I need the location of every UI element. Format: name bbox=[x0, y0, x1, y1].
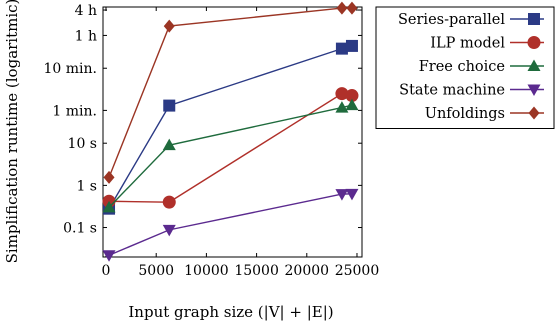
data-point bbox=[163, 19, 175, 33]
data-point bbox=[102, 200, 116, 213]
data-point bbox=[346, 1, 358, 15]
x-tick-label: 0 bbox=[102, 263, 111, 279]
data-point bbox=[345, 39, 358, 52]
x-tick-label: 5000 bbox=[138, 263, 174, 279]
y-tick-label: 0.1 s bbox=[63, 221, 97, 237]
series-free-choice bbox=[102, 98, 359, 213]
data-point bbox=[335, 189, 349, 201]
x-tick-label: 25000 bbox=[335, 263, 380, 279]
x-tick-label: 10000 bbox=[184, 263, 229, 279]
legend-box bbox=[375, 6, 555, 129]
series-line bbox=[108, 104, 353, 208]
data-point bbox=[162, 138, 176, 151]
series-line bbox=[108, 7, 352, 178]
legend-marker bbox=[528, 13, 540, 25]
legend-marker bbox=[527, 59, 541, 71]
data-point bbox=[102, 250, 116, 262]
data-point bbox=[103, 170, 115, 184]
series-line bbox=[108, 193, 352, 256]
data-point bbox=[162, 224, 176, 237]
y-axis-label: Simplification runtime (logaritmic) bbox=[3, 0, 21, 263]
legend-marker bbox=[528, 106, 540, 120]
y-tick-label: 1 h bbox=[75, 28, 97, 44]
legend-label: Unfoldings bbox=[425, 106, 505, 122]
data-point bbox=[162, 195, 176, 209]
data-point bbox=[335, 87, 349, 101]
y-tick-label: 1 s bbox=[76, 178, 97, 194]
legend-label: State machine bbox=[399, 83, 505, 99]
legend-label: Free choice bbox=[419, 59, 505, 75]
legend-label: ILP model bbox=[430, 36, 505, 52]
data-point bbox=[345, 89, 359, 103]
series-state-machine bbox=[102, 188, 359, 262]
x-axis-label: Input graph size (|V| + |E|) bbox=[128, 303, 333, 321]
series-line bbox=[109, 92, 353, 203]
data-point bbox=[335, 42, 348, 55]
y-tick-label: 10 min. bbox=[44, 61, 97, 77]
y-tick-label: 10 s bbox=[68, 136, 97, 152]
x-tick-label: 20000 bbox=[285, 263, 330, 279]
series-series-parallel bbox=[103, 39, 358, 215]
data-point bbox=[336, 1, 348, 15]
legend-marker bbox=[527, 36, 541, 49]
data-point bbox=[345, 98, 359, 111]
plot-frame bbox=[102, 6, 363, 258]
legend-label: Series-parallel bbox=[398, 12, 505, 28]
x-tick-label: 15000 bbox=[234, 263, 279, 279]
plot-area: 0 5000 10000 15000 20000 25000 0.1 s 1 s 10 s 1 m… bbox=[44, 1, 380, 279]
legend: Series-parallel ILP model Free choice State… bbox=[375, 6, 555, 129]
legend-marker bbox=[527, 84, 541, 96]
data-point bbox=[335, 101, 349, 113]
data-point bbox=[345, 188, 359, 201]
series-line bbox=[108, 45, 353, 210]
series-unfoldings bbox=[103, 1, 358, 184]
series-ilp-model bbox=[102, 87, 359, 209]
y-tick-label: 1 min. bbox=[52, 103, 97, 119]
y-tick-label: 4 h bbox=[75, 3, 97, 19]
data-point bbox=[163, 99, 176, 112]
